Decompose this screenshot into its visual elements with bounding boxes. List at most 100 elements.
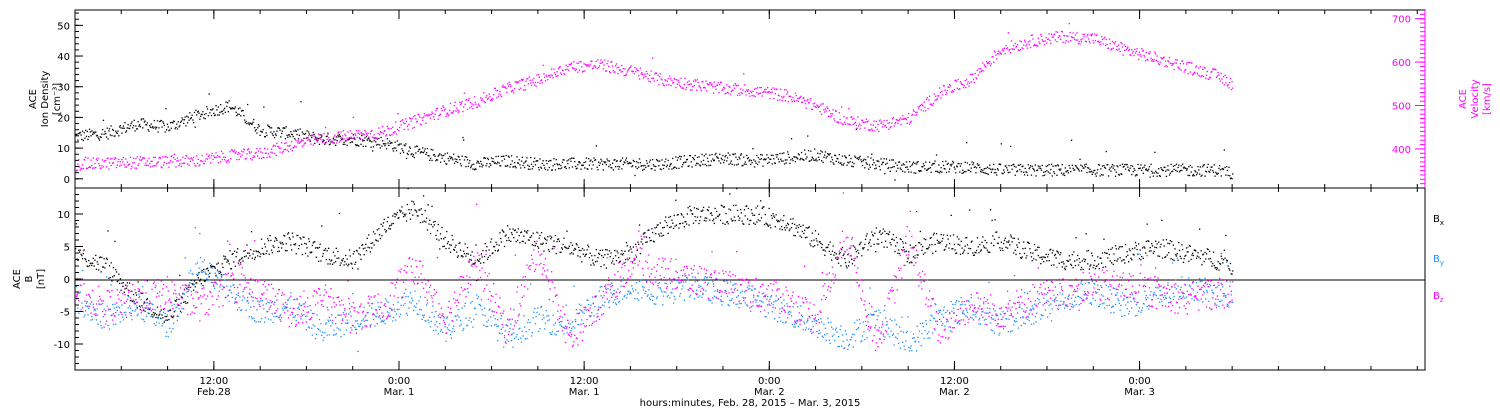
density-point	[563, 159, 565, 161]
velocity-point	[455, 110, 457, 112]
by-point	[213, 284, 215, 286]
bx-point	[78, 251, 81, 253]
velocity-point	[1053, 33, 1056, 35]
velocity-point	[515, 81, 517, 83]
velocity-point	[388, 128, 390, 130]
bx-point	[342, 258, 344, 260]
velocity-point	[520, 78, 523, 81]
bx-point	[154, 312, 156, 314]
velocity-point	[949, 85, 952, 87]
density-point	[257, 127, 259, 129]
bx-point	[520, 231, 522, 234]
velocity-point	[922, 105, 924, 107]
bx-point	[125, 284, 127, 286]
density-point	[1075, 165, 1077, 167]
bx-point	[503, 231, 505, 233]
density-point	[880, 158, 882, 160]
velocity-point	[1193, 71, 1195, 74]
velocity-point	[260, 157, 263, 160]
density-point	[1125, 163, 1127, 166]
velocity-point	[471, 103, 473, 105]
velocity-point	[1125, 49, 1127, 51]
bx-point	[992, 235, 994, 237]
density-point	[766, 154, 768, 156]
bx-point	[557, 238, 559, 240]
velocity-point	[257, 155, 259, 157]
density-point	[457, 155, 459, 158]
bx-point	[762, 206, 764, 208]
density-point	[590, 159, 592, 161]
velocity-point	[620, 71, 622, 73]
density-point	[256, 132, 258, 134]
velocity-point	[1199, 66, 1201, 68]
density-point	[98, 138, 100, 140]
velocity-point	[902, 118, 904, 120]
density-point	[620, 159, 622, 161]
velocity-point	[321, 134, 323, 136]
bx-point	[80, 253, 82, 255]
density-point	[166, 129, 168, 131]
bx-point	[922, 253, 925, 255]
density-point	[240, 110, 243, 112]
bx-point	[925, 239, 927, 241]
velocity-point	[248, 151, 250, 153]
density-point	[112, 128, 114, 131]
bx-point	[997, 242, 999, 244]
density-point	[463, 139, 465, 141]
density-point	[567, 159, 570, 161]
density-point	[152, 127, 155, 129]
density-point	[434, 155, 436, 157]
velocity-point	[506, 91, 508, 94]
bx-point	[902, 246, 904, 248]
bx-point	[1026, 255, 1028, 257]
by-point	[113, 307, 115, 309]
by-point	[148, 307, 150, 310]
bx-point	[754, 223, 756, 225]
bx-point	[102, 266, 104, 268]
velocity-point	[1229, 78, 1232, 80]
density-point	[750, 163, 752, 166]
velocity-point	[862, 121, 864, 124]
density-point	[466, 159, 469, 161]
density-point	[734, 153, 736, 155]
by-point	[165, 335, 167, 337]
bx-point	[1213, 265, 1215, 267]
density-point	[229, 106, 231, 109]
velocity-point	[427, 115, 429, 117]
velocity-point	[141, 158, 143, 161]
velocity-point	[1175, 59, 1177, 61]
bx-point	[328, 258, 331, 261]
density-point	[939, 172, 941, 174]
velocity-point	[200, 160, 202, 162]
density-point	[446, 152, 449, 154]
bx-point	[1144, 247, 1146, 249]
velocity-point	[402, 122, 405, 124]
velocity-point	[799, 96, 801, 98]
bx-point	[277, 246, 280, 249]
velocity-point	[257, 150, 260, 152]
bx-point	[893, 239, 895, 241]
velocity-point	[120, 164, 122, 166]
bx-point	[828, 250, 830, 252]
velocity-point	[888, 128, 890, 130]
velocity-point	[105, 166, 108, 168]
velocity-point	[377, 132, 379, 135]
bx-point	[719, 219, 722, 222]
bx-point	[129, 282, 131, 284]
velocity-point	[449, 109, 451, 112]
bx-point	[1148, 250, 1151, 252]
density-point	[616, 160, 618, 162]
bx-point	[561, 247, 563, 249]
velocity-point	[249, 152, 251, 154]
velocity-point	[1209, 77, 1212, 79]
bx-point	[586, 249, 588, 251]
velocity-point	[851, 118, 854, 120]
velocity-point	[356, 136, 358, 139]
density-point	[142, 127, 144, 129]
velocity-point	[1209, 76, 1211, 78]
velocity-point	[527, 78, 529, 80]
density-point	[320, 136, 322, 139]
bx-point	[1216, 267, 1218, 269]
bx-point	[898, 252, 901, 255]
density-point	[966, 162, 969, 164]
